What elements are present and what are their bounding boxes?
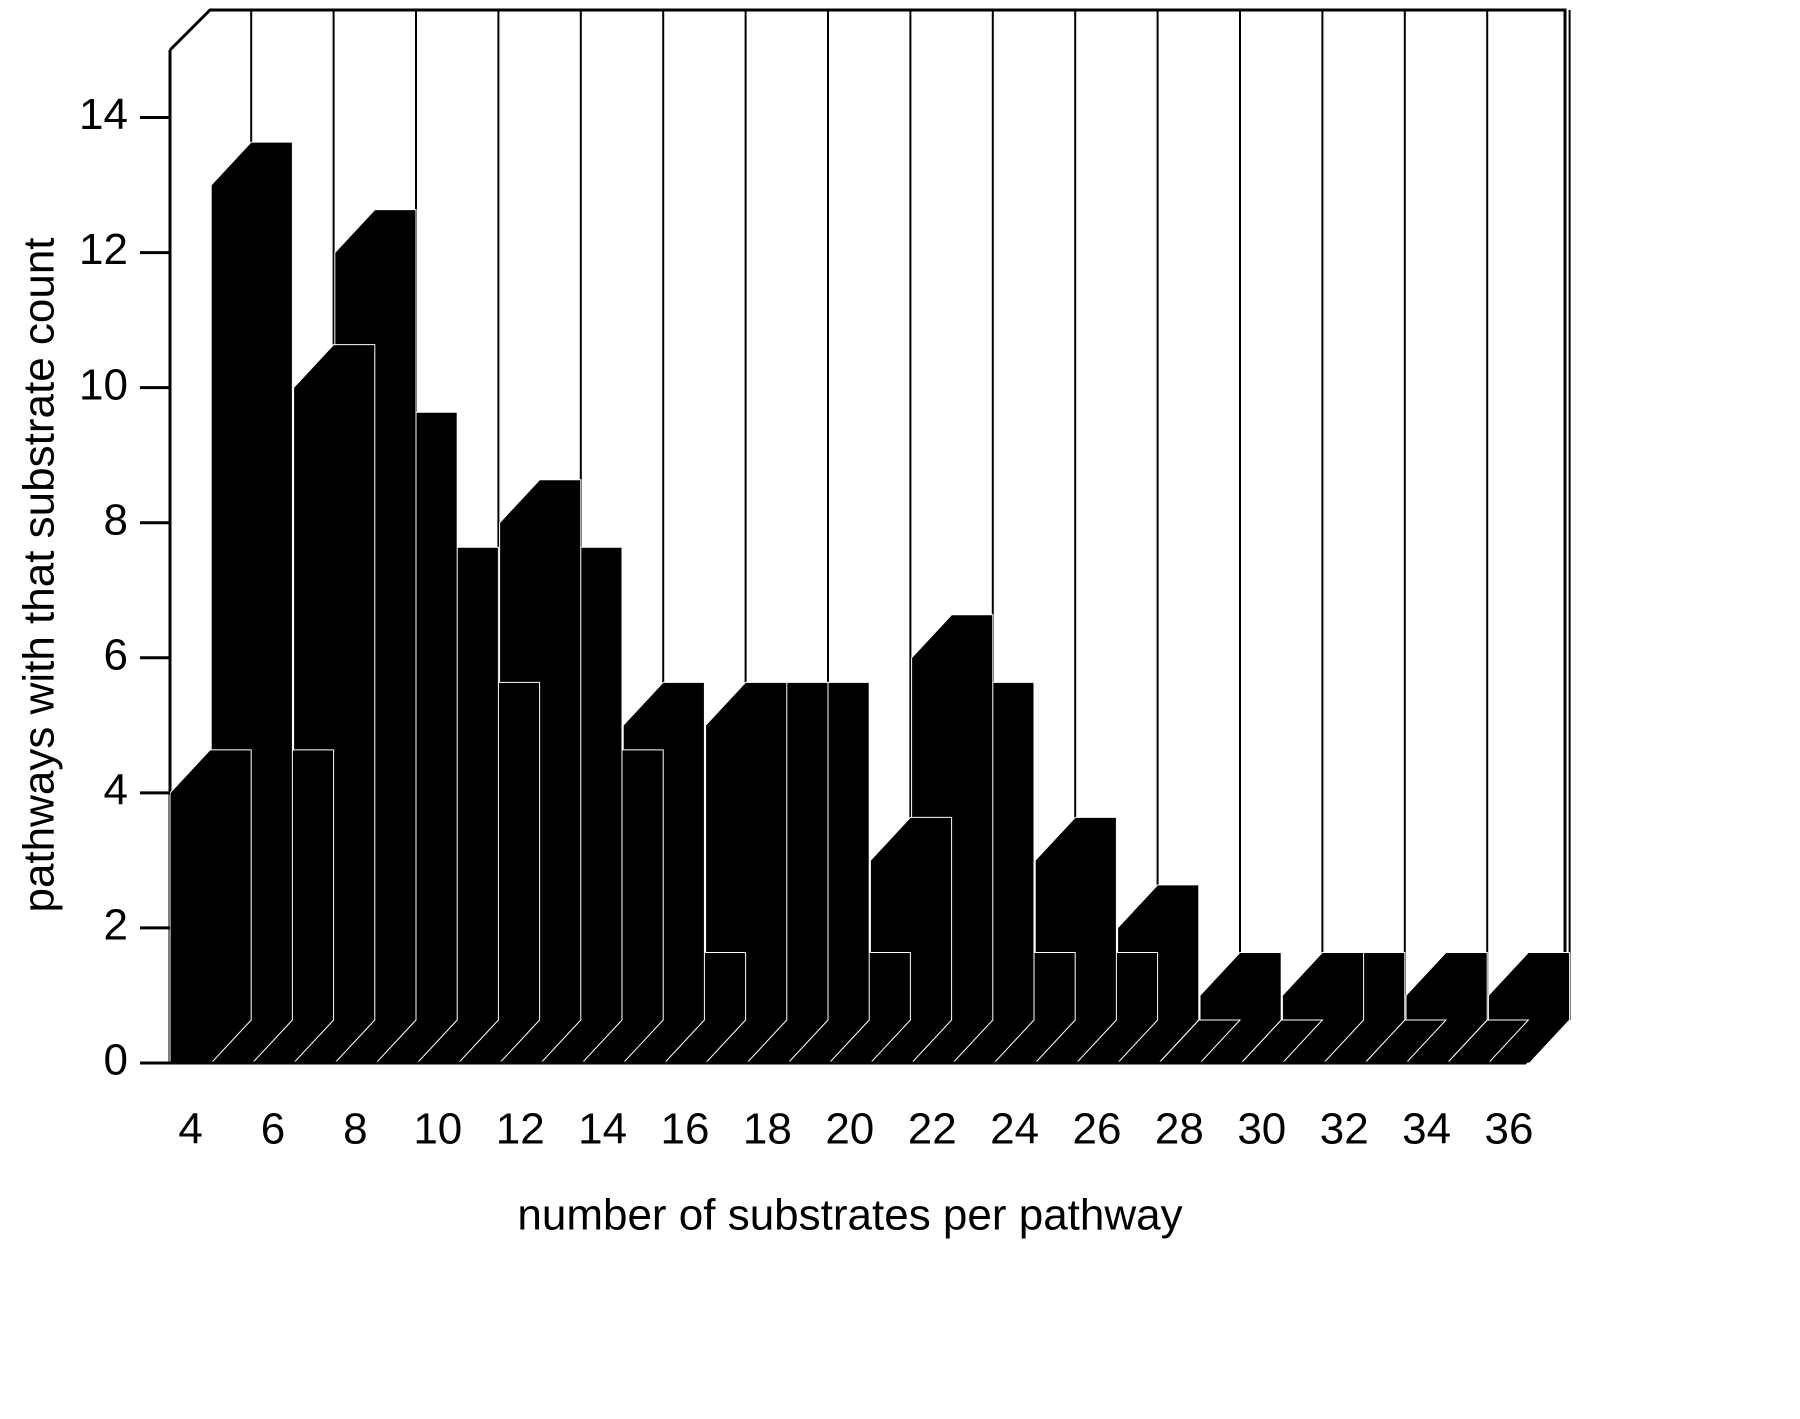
- x-tick-label: 36: [1485, 1105, 1534, 1154]
- bars: [169, 141, 1571, 1064]
- y-tick-label: 6: [104, 630, 128, 679]
- x-tick-label: 4: [178, 1105, 202, 1154]
- y-axis-title: pathways with that substrate count: [15, 237, 64, 912]
- x-tick-label: 30: [1237, 1105, 1286, 1154]
- y-tick-label: 10: [79, 360, 128, 409]
- x-tick-label: 18: [743, 1105, 792, 1154]
- x-tick-label: 26: [1073, 1105, 1122, 1154]
- y-tick-label: 14: [79, 90, 128, 139]
- y-tick-label: 8: [104, 495, 128, 544]
- bar: [169, 749, 252, 1064]
- x-tick-label: 24: [990, 1105, 1039, 1154]
- x-axis: [140, 1018, 1567, 1065]
- x-tick-label: 8: [343, 1105, 367, 1154]
- x-tick-label: 10: [413, 1105, 462, 1154]
- x-tick-label: 32: [1320, 1105, 1369, 1154]
- x-tick-label: 22: [908, 1105, 957, 1154]
- y-tick-label: 4: [104, 765, 128, 814]
- y-tick-label: 2: [104, 901, 128, 950]
- x-tick-label: 28: [1155, 1105, 1204, 1154]
- x-tick-label: 6: [261, 1105, 285, 1154]
- x-tick-label: 20: [825, 1105, 874, 1154]
- x-tick-label: 14: [578, 1105, 627, 1154]
- y-tick-label: 12: [79, 225, 128, 274]
- x-axis-title: number of substrates per pathway: [517, 1191, 1182, 1240]
- x-tick-label: 16: [661, 1105, 710, 1154]
- x-tick-label: 12: [496, 1105, 545, 1154]
- y-tick-label: 0: [104, 1036, 128, 1085]
- x-tick-label: 34: [1402, 1105, 1451, 1154]
